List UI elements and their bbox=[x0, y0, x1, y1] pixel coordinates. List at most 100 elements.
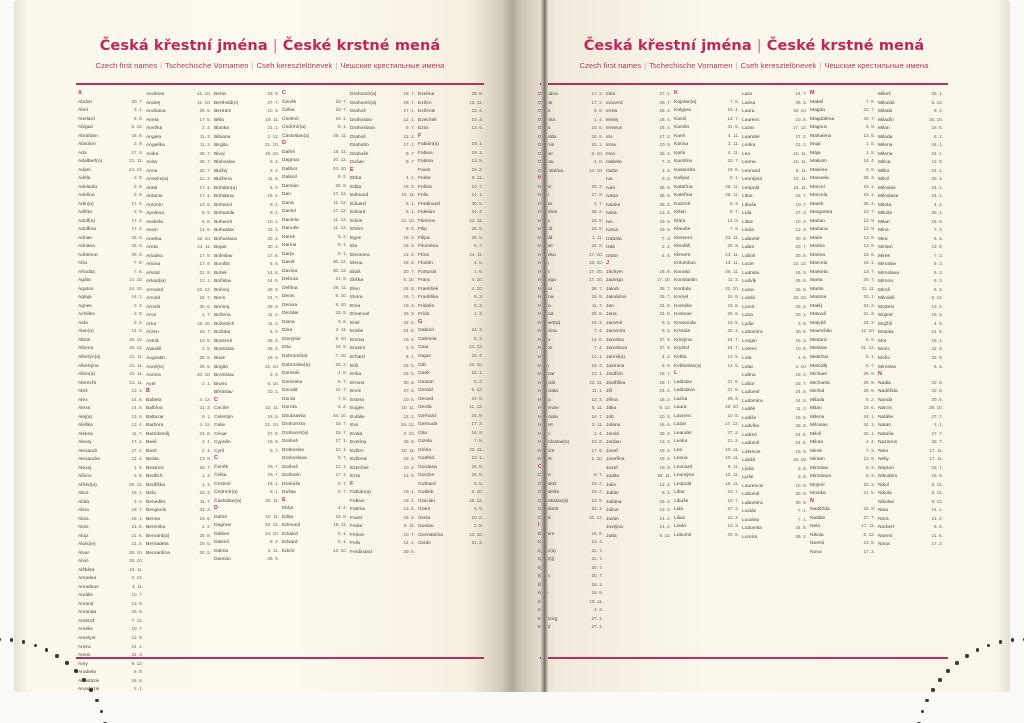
name-entry-row: Dorota 6. 2. bbox=[282, 403, 347, 412]
name-day-date: 8. 1. bbox=[406, 353, 415, 359]
name-label: Arnold bbox=[146, 296, 161, 302]
name-day-date: 10. 11. bbox=[129, 371, 143, 377]
name-day-date: 21. 1. bbox=[267, 125, 280, 131]
name-entry-row: Milena 24. 1. bbox=[878, 150, 943, 159]
name-label: Mikeš bbox=[878, 92, 891, 97]
name-label: Lubomír bbox=[742, 236, 760, 242]
name-day-date: 24. 11. bbox=[197, 244, 211, 250]
name-day-date: 5. 6. bbox=[270, 261, 279, 267]
name-entry-row: Ezechiel 10. 4. bbox=[350, 464, 415, 473]
name-entry-row: Drahomíra 18. 7. bbox=[282, 420, 347, 429]
name-entry-row: Boris 24. 7. bbox=[214, 294, 279, 303]
name-entry-row: Adrienne 26. 6. bbox=[78, 251, 143, 260]
name-day-date: 4. 11. bbox=[727, 149, 739, 155]
name-entry-row: Felicie 10. 7. bbox=[350, 531, 415, 540]
name-entry-row: Ludomíra 24. 5. bbox=[742, 397, 807, 406]
name-entry-row: Blanka 21. 1. bbox=[214, 124, 279, 133]
name-day-date: 24. 1. bbox=[931, 142, 944, 148]
name-day-date: 6. 6. bbox=[934, 524, 943, 530]
name-day-date: 10. 1. bbox=[471, 455, 484, 461]
name-day-date: 12. 9. bbox=[931, 244, 944, 250]
title-separator-right: | bbox=[756, 38, 762, 54]
name-day-date: 24. 3. bbox=[471, 327, 484, 333]
name-label: Gordon bbox=[418, 473, 435, 479]
name-label: Adolf(a) bbox=[78, 218, 96, 224]
name-day-date: 31. 5. bbox=[727, 124, 740, 130]
name-day-date: 29. 8. bbox=[471, 91, 484, 96]
name-label: Bazil bbox=[146, 448, 157, 454]
name-day-date: 14. 5. bbox=[727, 362, 740, 368]
name-entry-row: Kašpar 6. 1. bbox=[674, 174, 739, 183]
name-day-date: 2. 2. bbox=[134, 319, 143, 325]
name-label: Abrahám bbox=[78, 133, 98, 139]
name-day-date: 16. 10. bbox=[468, 361, 483, 367]
letter-heading: E bbox=[282, 497, 347, 505]
name-day-date: 10. 11. bbox=[725, 455, 739, 461]
name-label: Markéta bbox=[810, 269, 828, 275]
name-day-date: 26. 3. bbox=[795, 99, 808, 105]
name-day-date: 15. 3. bbox=[863, 481, 876, 487]
name-day-date: 17. 5. bbox=[199, 116, 212, 122]
name-label: Darja bbox=[282, 251, 294, 257]
name-label: Drahotín bbox=[282, 473, 301, 479]
name-day-date: 13. 11. bbox=[725, 260, 739, 266]
name-entry-row: Alojz 21. 6. bbox=[78, 532, 143, 541]
name-day-date: 1. 7. bbox=[594, 200, 603, 206]
name-day-date: 30. 8. bbox=[795, 235, 808, 241]
name-label: Adrian bbox=[78, 235, 93, 241]
name-day-date: 2. 3. bbox=[202, 125, 211, 131]
name-label: Florián bbox=[418, 261, 433, 267]
name-day-date: 21. 2. bbox=[403, 251, 416, 257]
name-entry-row: Luboš 30. 8. bbox=[742, 252, 807, 261]
name-entry-row: Dionýsie 9. 10. bbox=[282, 335, 347, 344]
name-entry-row: Eva 24. 12. bbox=[350, 421, 415, 430]
name-day-date: 10. 11. bbox=[469, 99, 483, 105]
name-day-date: 12. 10. bbox=[332, 547, 347, 553]
name-entry-row: Andreas 11. 10. bbox=[146, 90, 211, 99]
name-day-date: 16. 8. bbox=[471, 463, 484, 469]
name-entry-row: Julius 12. 4. bbox=[606, 506, 671, 515]
name-entry-row: Irvin 25. 4. bbox=[606, 150, 671, 159]
name-label: Julie bbox=[606, 482, 617, 488]
name-entry-row: Nikodém 15. 9. bbox=[878, 472, 943, 481]
name-entry-row: Lubomíra 30. 8. bbox=[742, 328, 807, 337]
name-entry-row: Miroslav 6. 3. bbox=[878, 363, 943, 372]
name-label: Kornélie bbox=[674, 303, 692, 309]
name-entry-row: Irena 16. 4. bbox=[606, 107, 671, 116]
name-label: M bbox=[810, 90, 815, 96]
name-day-date: 18. 8. bbox=[591, 294, 604, 300]
name-day-date: 25. 6. bbox=[659, 184, 672, 190]
name-entry-row: Eleonora 21. 2. bbox=[350, 251, 415, 260]
name-label: Lumír bbox=[742, 304, 755, 310]
name-day-date: 13. 7. bbox=[863, 209, 876, 215]
name-label: Gerhard bbox=[418, 413, 436, 419]
name-entry-row: Efrém 9. 6. bbox=[350, 225, 415, 234]
name-label: G bbox=[418, 318, 423, 325]
name-day-date: 16. 9. bbox=[727, 294, 740, 300]
name-entry-row: Donald 15. 7. bbox=[282, 386, 347, 395]
name-day-date: 16. 1. bbox=[863, 192, 876, 198]
name-label: Leander bbox=[742, 134, 760, 140]
name-entry-row: Gita 16. 9. bbox=[418, 429, 483, 438]
name-label: Jakubína bbox=[606, 295, 626, 301]
name-day-date: 7. 3. bbox=[934, 252, 943, 258]
name-label: Ludiše bbox=[742, 415, 757, 421]
name-entry-row: Fabius 19. 1. bbox=[350, 497, 415, 506]
name-entry-row: Faust 15. 2. bbox=[418, 166, 483, 175]
name-label: Alvar bbox=[78, 550, 90, 556]
name-label: Kristián bbox=[674, 329, 691, 335]
name-day-date: 10. 11. bbox=[401, 405, 415, 411]
name-entry-row: Gerald 5. 12. bbox=[418, 386, 483, 395]
name-day-date: 21. 5. bbox=[931, 329, 944, 335]
name-entry-row: Dagmar 20. 12. bbox=[214, 521, 279, 530]
name-day-date: 8. 2. bbox=[270, 539, 279, 545]
name-day-date: 5. 12. bbox=[471, 387, 484, 393]
name-label: Ametyst bbox=[78, 636, 96, 641]
name-label: Naděžda bbox=[810, 507, 830, 513]
name-day-date: 15. 7. bbox=[659, 371, 672, 377]
name-entry-row: Nazarius 28. 7. bbox=[878, 438, 943, 447]
name-entry-row: Anežka 2. 3. bbox=[146, 124, 211, 133]
name-label: Ema bbox=[350, 303, 361, 309]
name-label: Agaton bbox=[78, 286, 94, 292]
name-label: Dalimil bbox=[214, 540, 229, 546]
